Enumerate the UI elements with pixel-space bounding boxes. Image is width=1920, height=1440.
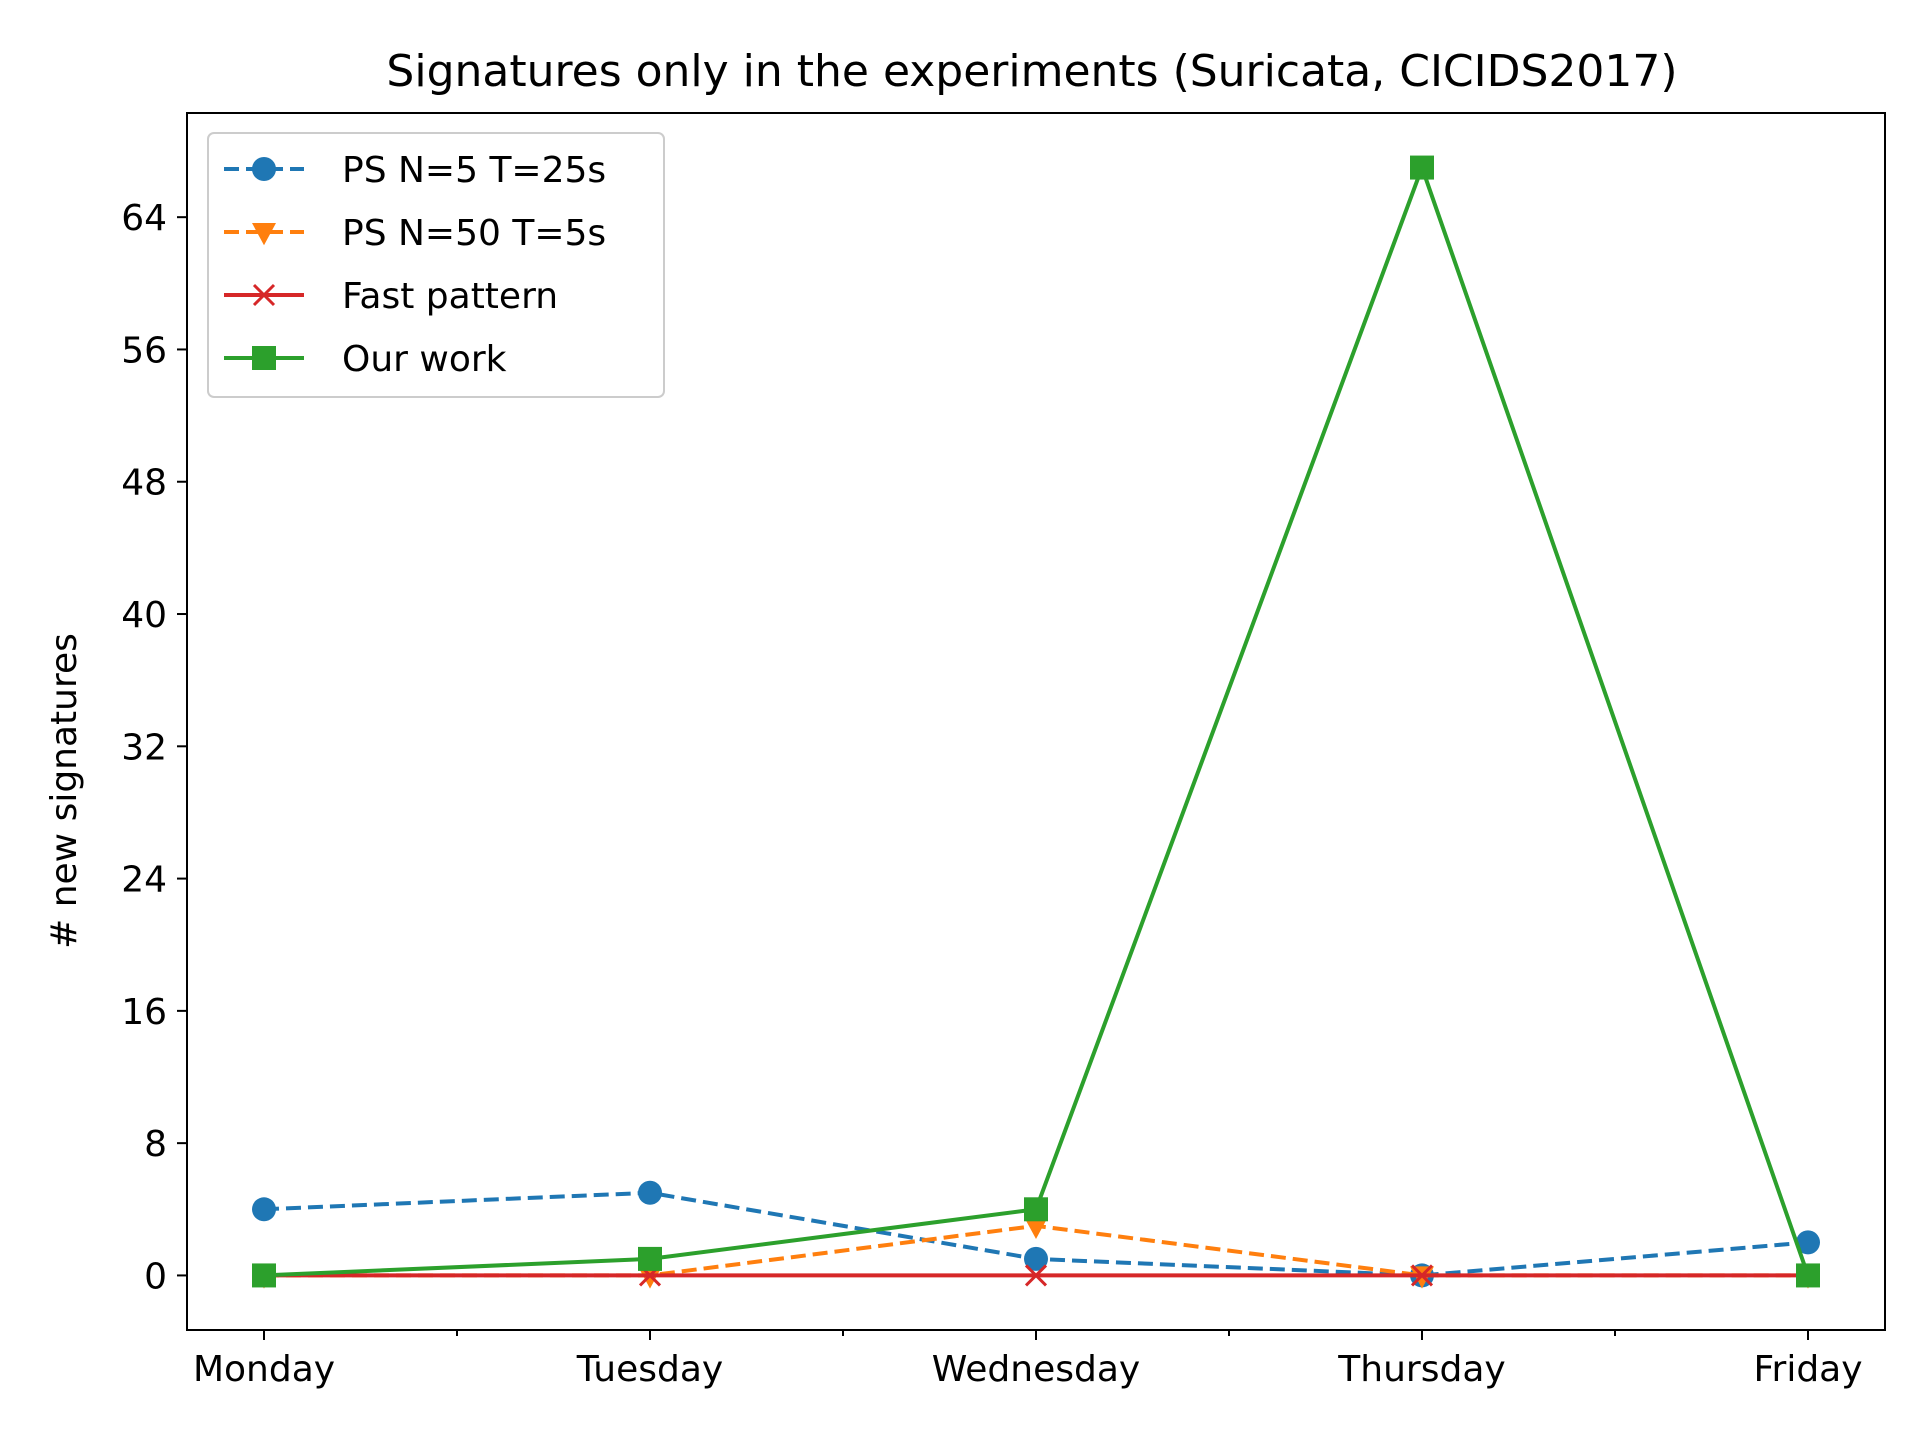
data-point xyxy=(1024,1197,1048,1222)
data-point xyxy=(1410,155,1434,180)
y-tick-label: 32 xyxy=(121,727,167,768)
legend-label: PS N=5 T=25s xyxy=(342,150,606,191)
y-tick-label: 24 xyxy=(121,860,167,901)
x-tick-label: Monday xyxy=(193,1349,335,1390)
data-point xyxy=(1796,1263,1820,1288)
data-point xyxy=(1024,1216,1048,1240)
chart-title: Signatures only in the experiments (Suri… xyxy=(386,46,1677,97)
x-tick-label: Friday xyxy=(1753,1349,1862,1390)
x-tick-label: Tuesday xyxy=(576,1349,723,1390)
y-tick-label: 64 xyxy=(121,198,167,239)
legend-marker xyxy=(252,283,276,307)
x-tick-label: Thursday xyxy=(1337,1349,1505,1390)
data-point xyxy=(252,1197,276,1222)
y-tick-label: 16 xyxy=(121,992,167,1033)
data-point xyxy=(1024,1264,1048,1287)
legend-marker xyxy=(252,346,276,370)
legend-entry: Our work xyxy=(224,339,507,380)
data-point xyxy=(1410,1264,1434,1287)
data-point xyxy=(638,1180,662,1205)
legend-entry: Fast pattern xyxy=(224,276,558,317)
x-tick-label: Wednesday xyxy=(932,1349,1140,1390)
legend-entry: PS N=5 T=25s xyxy=(224,150,606,191)
data-point xyxy=(252,1263,276,1288)
legend-label: Fast pattern xyxy=(342,276,558,317)
legend: PS N=5 T=25s PS N=50 T=5s Fast pattern Our … xyxy=(207,132,665,398)
data-point xyxy=(638,1246,662,1271)
legend-marker xyxy=(252,157,276,181)
y-tick-label: 0 xyxy=(144,1256,167,1297)
y-tick-label: 48 xyxy=(121,463,167,504)
y-tick-label: 56 xyxy=(121,330,167,371)
data-point xyxy=(1024,1246,1048,1271)
legend-box xyxy=(207,132,665,398)
y-tick-label: 8 xyxy=(144,1124,167,1165)
series-our-work xyxy=(252,155,1820,1288)
legend-label: Our work xyxy=(342,339,507,380)
legend-marker xyxy=(252,223,276,246)
y-tick-label: 40 xyxy=(121,595,167,636)
data-point xyxy=(1796,1230,1820,1255)
legend-entry: PS N=50 T=5s xyxy=(224,213,606,254)
y-axis-title: # new signatures xyxy=(44,633,85,949)
plot-area: 0 8 16 24 32 40 48 56 64 Monday Tuesday Wednesday Th… xyxy=(121,112,1886,1390)
legend-label: PS N=50 T=5s xyxy=(342,213,606,254)
